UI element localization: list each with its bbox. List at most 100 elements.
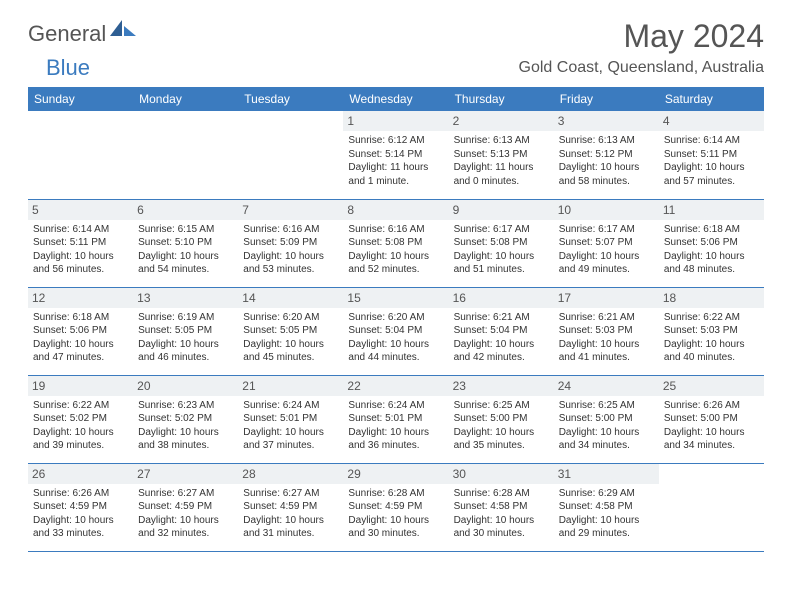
calendar-day-cell: 15Sunrise: 6:20 AMSunset: 5:04 PMDayligh… <box>343 287 448 375</box>
calendar-header-row: Sunday Monday Tuesday Wednesday Thursday… <box>28 87 764 111</box>
day-number: 27 <box>133 464 238 484</box>
day-number: 23 <box>449 376 554 396</box>
sunrise-text: Sunrise: 6:20 AM <box>348 311 443 325</box>
day-number: 11 <box>659 200 764 220</box>
calendar-day-cell: 1Sunrise: 6:12 AMSunset: 5:14 PMDaylight… <box>343 111 448 199</box>
daylight-text: Daylight: 10 hours and 44 minutes. <box>348 338 443 365</box>
daylight-text: Daylight: 10 hours and 39 minutes. <box>33 426 128 453</box>
sunrise-text: Sunrise: 6:16 AM <box>243 223 338 237</box>
day-number: 7 <box>238 200 343 220</box>
daylight-text: Daylight: 11 hours and 0 minutes. <box>454 161 549 188</box>
daylight-text: Daylight: 10 hours and 40 minutes. <box>664 338 759 365</box>
sunset-text: Sunset: 5:00 PM <box>559 412 654 426</box>
sunrise-text: Sunrise: 6:29 AM <box>559 487 654 501</box>
dayname-sunday: Sunday <box>28 87 133 111</box>
day-number: 26 <box>28 464 133 484</box>
daylight-text: Daylight: 10 hours and 29 minutes. <box>559 514 654 541</box>
sunrise-text: Sunrise: 6:13 AM <box>454 134 549 148</box>
sunrise-text: Sunrise: 6:13 AM <box>559 134 654 148</box>
day-number: 12 <box>28 288 133 308</box>
calendar-day-cell: 2Sunrise: 6:13 AMSunset: 5:13 PMDaylight… <box>449 111 554 199</box>
calendar-week-row: 1Sunrise: 6:12 AMSunset: 5:14 PMDaylight… <box>28 111 764 199</box>
calendar-day-cell: 11Sunrise: 6:18 AMSunset: 5:06 PMDayligh… <box>659 199 764 287</box>
daylight-text: Daylight: 10 hours and 37 minutes. <box>243 426 338 453</box>
sunset-text: Sunset: 5:09 PM <box>243 236 338 250</box>
sunrise-text: Sunrise: 6:23 AM <box>138 399 233 413</box>
day-number: 18 <box>659 288 764 308</box>
sunrise-text: Sunrise: 6:28 AM <box>348 487 443 501</box>
sunset-text: Sunset: 5:02 PM <box>138 412 233 426</box>
daylight-text: Daylight: 11 hours and 1 minute. <box>348 161 443 188</box>
sunset-text: Sunset: 4:59 PM <box>138 500 233 514</box>
sunset-text: Sunset: 5:07 PM <box>559 236 654 250</box>
day-number: 10 <box>554 200 659 220</box>
sunset-text: Sunset: 5:04 PM <box>348 324 443 338</box>
day-number: 4 <box>659 111 764 131</box>
sunset-text: Sunset: 5:00 PM <box>454 412 549 426</box>
sunset-text: Sunset: 5:00 PM <box>664 412 759 426</box>
sunset-text: Sunset: 5:04 PM <box>454 324 549 338</box>
sunrise-text: Sunrise: 6:24 AM <box>243 399 338 413</box>
calendar-day-cell <box>133 111 238 199</box>
calendar-body: 1Sunrise: 6:12 AMSunset: 5:14 PMDaylight… <box>28 111 764 551</box>
sunrise-text: Sunrise: 6:16 AM <box>348 223 443 237</box>
location-text: Gold Coast, Queensland, Australia <box>519 59 764 77</box>
calendar-day-cell: 20 Sunrise: 6:23 AMSunset: 5:02 PMDayligh… <box>133 375 238 463</box>
day-number: 24 <box>554 376 659 396</box>
calendar-day-cell: 17Sunrise: 6:21 AMSunset: 5:03 PMDayligh… <box>554 287 659 375</box>
dayname-monday: Monday <box>133 87 238 111</box>
daylight-text: Daylight: 10 hours and 34 minutes. <box>559 426 654 453</box>
sunrise-text: Sunrise: 6:27 AM <box>138 487 233 501</box>
calendar-day-cell: 6Sunrise: 6:15 AMSunset: 5:10 PMDaylight… <box>133 199 238 287</box>
sunrise-text: Sunrise: 6:25 AM <box>559 399 654 413</box>
calendar-day-cell: 22Sunrise: 6:24 AMSunset: 5:01 PMDayligh… <box>343 375 448 463</box>
title-block: May 2024 Gold Coast, Queensland, Austral… <box>519 18 764 77</box>
dayname-saturday: Saturday <box>659 87 764 111</box>
day-number: 19 <box>28 376 133 396</box>
day-number: 30 <box>449 464 554 484</box>
sunrise-text: Sunrise: 6:18 AM <box>664 223 759 237</box>
calendar-day-cell: 21Sunrise: 6:24 AMSunset: 5:01 PMDayligh… <box>238 375 343 463</box>
day-number: 25 <box>659 376 764 396</box>
day-number: 1 <box>343 111 448 131</box>
calendar-day-cell: 10Sunrise: 6:17 AMSunset: 5:07 PMDayligh… <box>554 199 659 287</box>
calendar-week-row: 5Sunrise: 6:14 AMSunset: 5:11 PMDaylight… <box>28 199 764 287</box>
calendar-week-row: 12Sunrise: 6:18 AMSunset: 5:06 PMDayligh… <box>28 287 764 375</box>
day-number: 13 <box>133 288 238 308</box>
calendar-day-cell: 27 Sunrise: 6:27 AMSunset: 4:59 PMDayligh… <box>133 463 238 551</box>
sunrise-text: Sunrise: 6:22 AM <box>664 311 759 325</box>
calendar-day-cell: 23Sunrise: 6:25 AMSunset: 5:00 PMDayligh… <box>449 375 554 463</box>
calendar-day-cell: 31Sunrise: 6:29 AMSunset: 4:58 PMDayligh… <box>554 463 659 551</box>
sunset-text: Sunset: 4:58 PM <box>559 500 654 514</box>
sunrise-text: Sunrise: 6:28 AM <box>454 487 549 501</box>
sunset-text: Sunset: 5:08 PM <box>454 236 549 250</box>
dayname-thursday: Thursday <box>449 87 554 111</box>
sunset-text: Sunset: 5:01 PM <box>348 412 443 426</box>
day-number: 5 <box>28 200 133 220</box>
calendar-day-cell <box>238 111 343 199</box>
sunrise-text: Sunrise: 6:24 AM <box>348 399 443 413</box>
sunset-text: Sunset: 5:05 PM <box>138 324 233 338</box>
brand-text-general: General <box>28 21 106 47</box>
day-number: 21 <box>238 376 343 396</box>
daylight-text: Daylight: 10 hours and 38 minutes. <box>138 426 233 453</box>
daylight-text: Daylight: 10 hours and 32 minutes. <box>138 514 233 541</box>
calendar-day-cell: 12Sunrise: 6:18 AMSunset: 5:06 PMDayligh… <box>28 287 133 375</box>
sunrise-text: Sunrise: 6:22 AM <box>33 399 128 413</box>
brand-text-blue: Blue <box>46 55 90 80</box>
day-number: 29 <box>343 464 448 484</box>
dayname-wednesday: Wednesday <box>343 87 448 111</box>
day-number: 20 <box>133 376 238 396</box>
day-number: 8 <box>343 200 448 220</box>
daylight-text: Daylight: 10 hours and 52 minutes. <box>348 250 443 277</box>
calendar-day-cell: 19 Sunrise: 6:22 AMSunset: 5:02 PMDayligh… <box>28 375 133 463</box>
daylight-text: Daylight: 10 hours and 33 minutes. <box>33 514 128 541</box>
sunset-text: Sunset: 5:02 PM <box>33 412 128 426</box>
sunrise-text: Sunrise: 6:25 AM <box>454 399 549 413</box>
sunset-text: Sunset: 5:08 PM <box>348 236 443 250</box>
calendar-day-cell: 28Sunrise: 6:27 AMSunset: 4:59 PMDayligh… <box>238 463 343 551</box>
day-number: 3 <box>554 111 659 131</box>
sunrise-text: Sunrise: 6:15 AM <box>138 223 233 237</box>
daylight-text: Daylight: 10 hours and 53 minutes. <box>243 250 338 277</box>
sunset-text: Sunset: 5:03 PM <box>559 324 654 338</box>
